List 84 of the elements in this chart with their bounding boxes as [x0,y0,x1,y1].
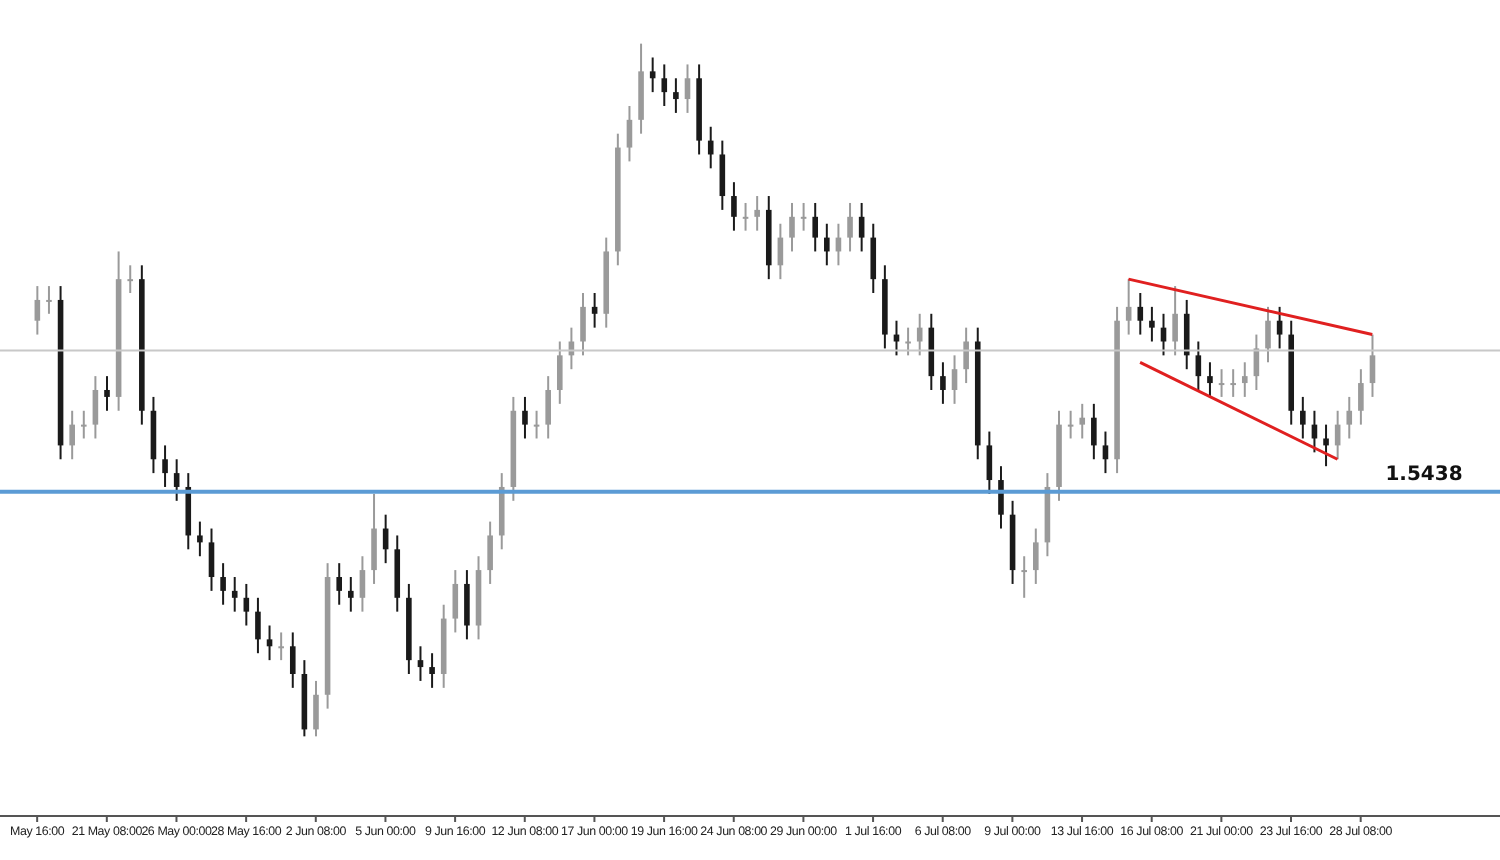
candlestick [533,409,540,440]
candlestick [1346,395,1353,440]
candlestick [92,375,99,440]
candlestick [80,409,87,440]
candlestick [998,465,1004,530]
candlestick [197,520,203,558]
candlestick [1241,361,1248,398]
candlestick [1265,305,1271,364]
candlestick [255,596,261,655]
candlestick [1195,340,1202,391]
candlestick [661,63,668,107]
text: 1.5438 [1385,463,1463,486]
candlestick [858,201,865,253]
candlestick [893,319,900,357]
candlestick [336,562,342,606]
candlestick [824,222,830,267]
candlestick [464,569,470,641]
candlestick [626,104,633,163]
candlestick [1033,527,1039,585]
candlestick [1102,430,1109,475]
candlestick [1207,361,1213,398]
candlestick [789,201,795,253]
candlestick [266,624,273,662]
candlestick [649,56,656,94]
candlestick [812,201,819,253]
candlestick [313,679,319,738]
candlestick [359,555,366,613]
candlestick [162,444,168,488]
candlestick [1079,402,1086,440]
candlestick [1172,285,1178,357]
candlestick [208,527,215,592]
candlestick [487,520,493,585]
candlestick [545,375,551,440]
candlestick [69,409,75,461]
candlestick [1323,423,1329,468]
candlestick [1067,409,1074,440]
candlestick [905,326,911,357]
candlestick [348,576,354,613]
candlestick [46,285,52,315]
candlestick [870,222,877,295]
candlestick [916,312,923,357]
candlestick [1369,333,1376,398]
candlestick [522,395,528,440]
candlestick [940,361,946,405]
candlestick [278,631,284,662]
candlestick [556,340,563,405]
candlestick [1218,368,1225,398]
candlestick [742,201,749,232]
candlestick [719,139,726,211]
candlestick [1021,555,1027,599]
candlestick [243,582,250,627]
candlestick [289,631,296,689]
candlestick [1137,292,1144,336]
candlestick [231,576,238,613]
candlestick [673,77,679,114]
candlestick [731,181,737,232]
candlestick [1300,395,1306,440]
candlestick [1230,368,1236,398]
candlestick [173,458,180,502]
candlestick [951,354,958,405]
candlestick [1125,278,1132,336]
candlestick [104,375,110,412]
candlestick [707,125,714,170]
candlestick [1160,312,1167,357]
candlestick [1358,368,1364,426]
candlestick [754,195,760,232]
candlestick [800,201,807,232]
candlestick [847,201,853,253]
candlestick [127,264,134,295]
candlestick [220,562,226,606]
candlestick [1276,305,1283,350]
candlestick [371,492,377,585]
candlestick [1183,298,1190,371]
candlestick [417,645,424,682]
candlestick [1149,305,1155,343]
candlestick [1091,402,1097,461]
candlestick [591,292,598,329]
candlestick [452,569,459,634]
candlestick [429,652,435,689]
candlestick [684,63,691,114]
candlestick [580,292,586,357]
candlestick [963,326,969,385]
candlestick [986,430,993,495]
candlestick [34,285,41,336]
